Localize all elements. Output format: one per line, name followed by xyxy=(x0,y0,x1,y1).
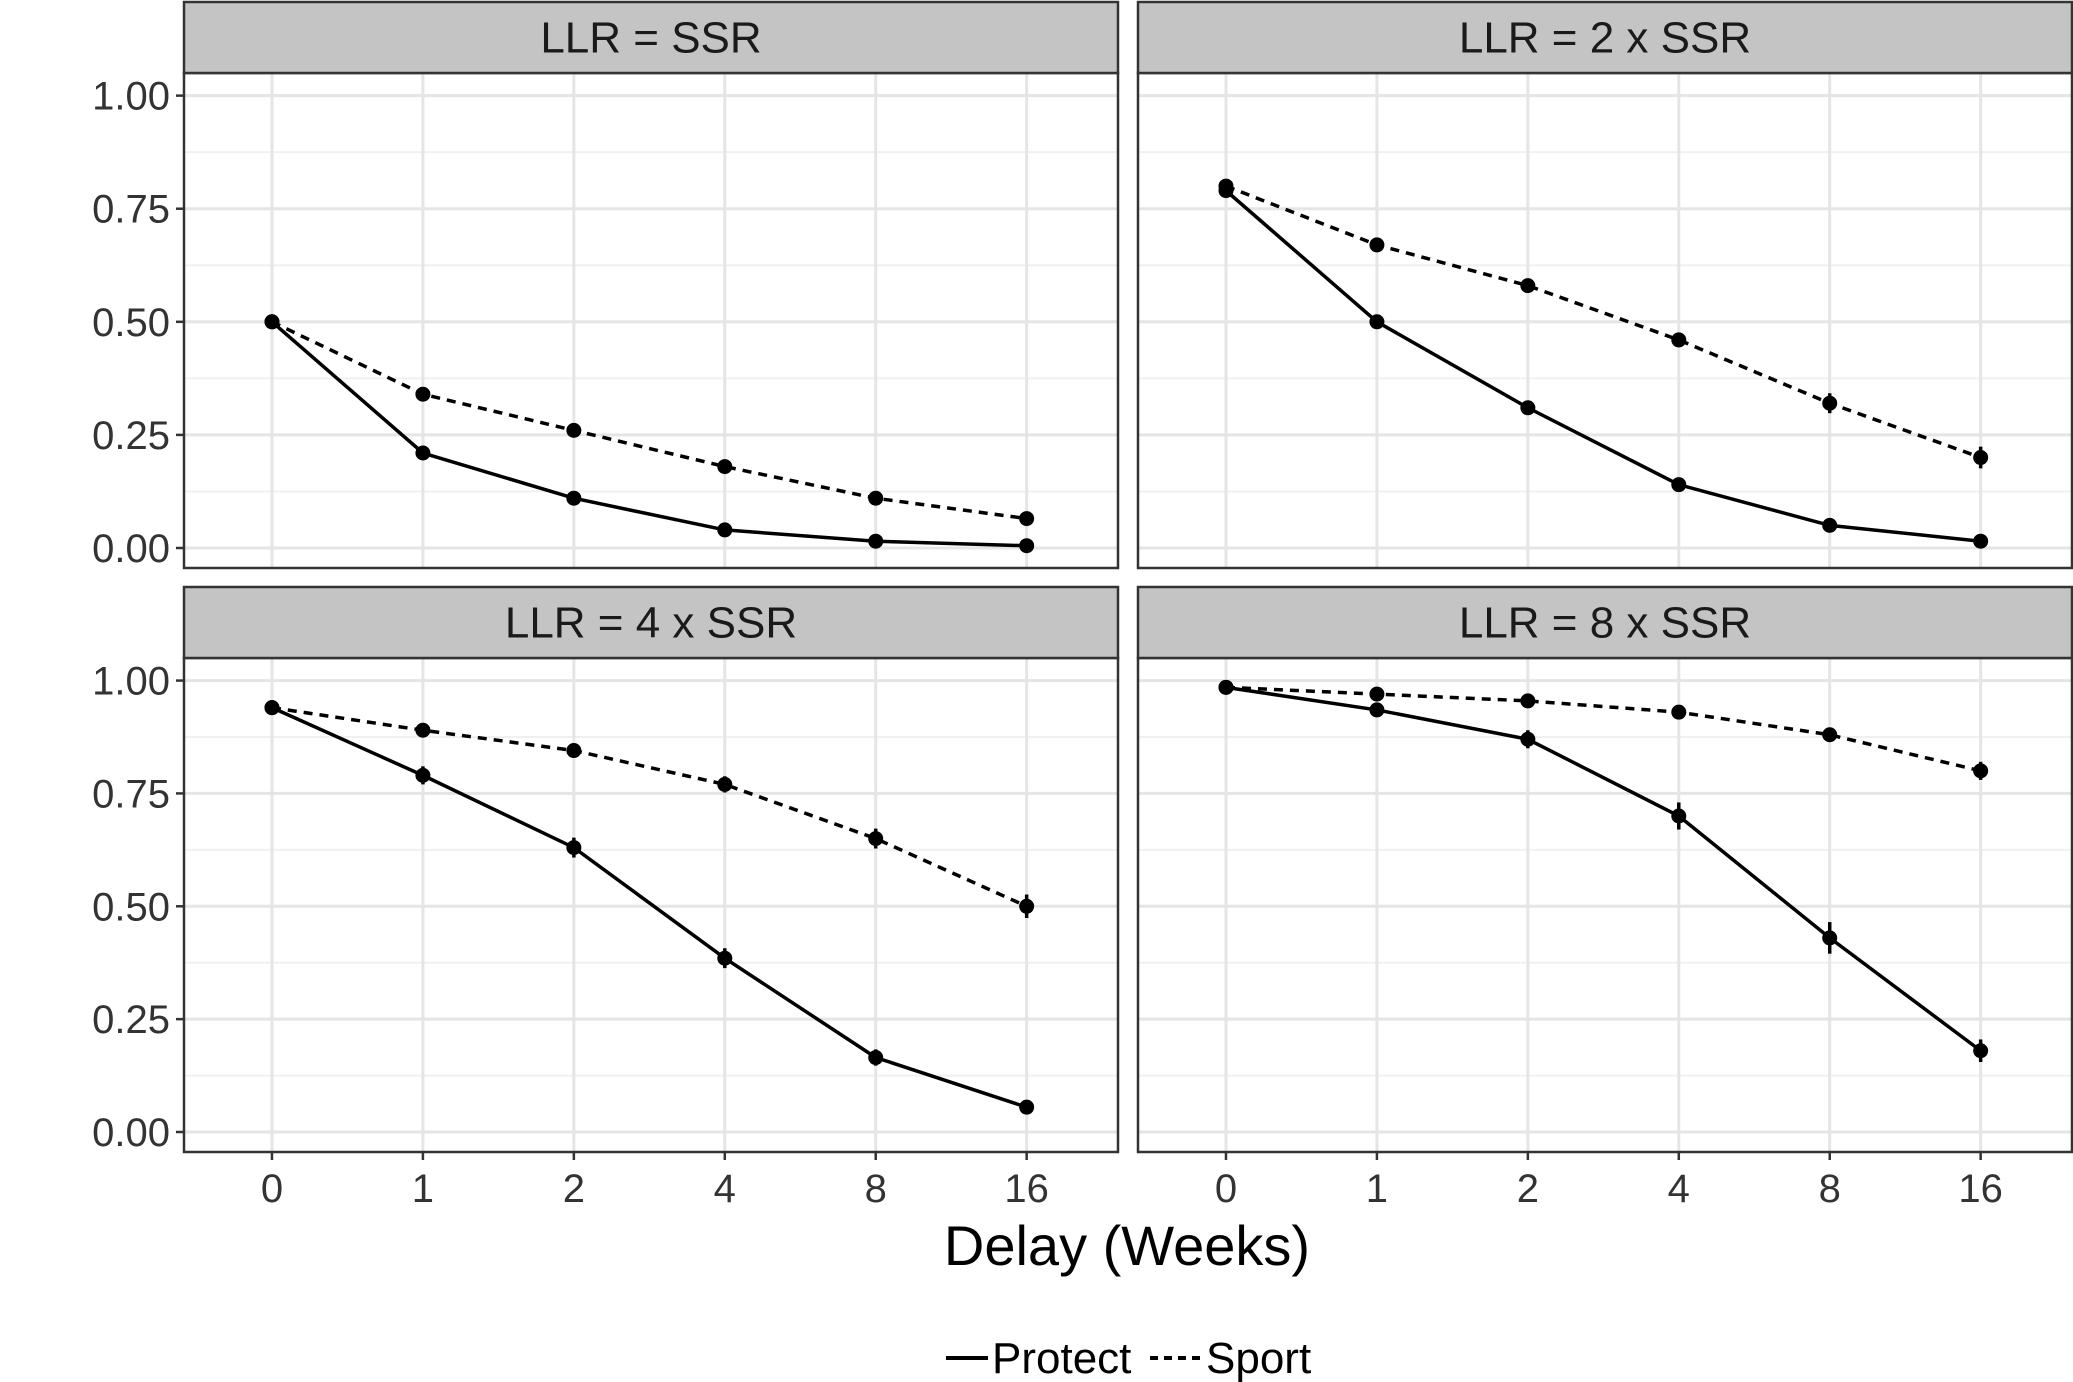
panel-4-series-sport-point xyxy=(1973,763,1989,779)
panel-2-series-protect-line xyxy=(1224,189,1981,543)
panel-3-series-sport-point xyxy=(1019,898,1035,914)
panel-3-series-sport-point xyxy=(868,831,884,847)
panel-4-x-tick-label: 8 xyxy=(1819,1167,1841,1211)
panel-1-series-sport-point xyxy=(1019,511,1035,527)
panel-4-x-tick-label: 16 xyxy=(1958,1167,2003,1211)
panel-1-series-protect-point xyxy=(415,445,431,461)
panel-4-x-tick-label: 0 xyxy=(1215,1167,1237,1211)
panel-1-series-protect-point xyxy=(1019,538,1035,554)
panel-1-series-sport-point xyxy=(415,386,431,402)
panel-3-series-sport-point xyxy=(717,776,733,792)
panel-3-y-tick-label: 0.50 xyxy=(92,885,170,929)
panel-1-series-protect-point xyxy=(868,533,884,549)
legend-label-sport: Sport xyxy=(1206,1334,1311,1382)
panel-4-series-protect-point xyxy=(1369,702,1385,718)
panel-3-y-tick-label: 0.25 xyxy=(92,998,170,1042)
panel-1-y-tick-label: 1.00 xyxy=(92,75,170,119)
panel-3-x-tick-label: 1 xyxy=(412,1167,434,1211)
panel-1: LLR = SSR 0.00 0.25 0.50 0.75 1.00 xyxy=(92,0,1120,571)
panel-4-x-tick-label: 1 xyxy=(1366,1167,1388,1211)
panel-2-series-sport-line xyxy=(1225,184,1982,460)
panel-1-series-sport-point xyxy=(868,490,884,506)
x-axis-layer: 0 1 2 4 8 16 0 1 2 4 8 16 xyxy=(261,1152,2003,1211)
panel-2: LLR = 2 x SSR xyxy=(1136,0,2073,570)
panel-3-x-tick-label: 0 xyxy=(261,1167,283,1211)
panel-2-series-protect-point xyxy=(1671,477,1687,493)
panel-1-y-tick-label: 0.75 xyxy=(92,188,170,232)
panel-3-series-protect-point xyxy=(566,840,582,856)
legend: Protect Sport xyxy=(946,1334,1311,1382)
panel-4-series-sport-line xyxy=(1225,685,1982,773)
x-axis-title: Delay (Weeks) xyxy=(944,1214,1310,1277)
panel-1-y-tick-label: 0.50 xyxy=(92,301,170,345)
panel-4-x-tick-label: 2 xyxy=(1517,1167,1539,1211)
panel-2-series-sport-point xyxy=(1369,237,1385,253)
panel-1-series-sport-point xyxy=(264,314,280,330)
panel-3-x-tick-label: 16 xyxy=(1004,1167,1049,1211)
panel-1-series-protect-point xyxy=(717,522,733,538)
panel-4: LLR = 8 x SSR xyxy=(1136,585,2073,1154)
panel-2-series-protect-point xyxy=(1369,314,1385,330)
panel-1-series-sport-point xyxy=(566,422,582,438)
panel-4-series-sport-point xyxy=(1822,727,1838,743)
panel-4-series-protect-point xyxy=(1822,930,1838,946)
panel-3-series-protect-line xyxy=(271,706,1028,1109)
panel-1-series-protect-point xyxy=(566,490,582,506)
panel-4-series-sport-point xyxy=(1520,693,1536,709)
panel-4-series-sport-point xyxy=(1671,704,1687,720)
panel-4-series-protect-line xyxy=(1225,685,1982,1053)
panel-2-title: LLR = 2 x SSR xyxy=(1459,14,1751,63)
panel-1-y-tick-label: 0.25 xyxy=(92,414,170,458)
panel-1-series-sport-point xyxy=(717,459,733,475)
panel-3: LLR = 4 x SSR 0.00 0.25 0.50 0.75 1.00 xyxy=(92,585,1120,1155)
panel-3-strip xyxy=(182,585,1120,660)
panel-3-y-tick-label: 0.75 xyxy=(92,772,170,816)
panel-4-series-protect-point xyxy=(1520,731,1536,747)
panel-3-series-sport-point xyxy=(566,743,582,759)
panel-2-series-sport-point xyxy=(1520,278,1536,294)
panel-3-x-tick-label: 2 xyxy=(563,1167,585,1211)
panel-3-y-tick-label: 1.00 xyxy=(92,660,170,704)
panel-3-series-protect-point xyxy=(1019,1099,1035,1115)
panel-4-series-protect-point xyxy=(1973,1043,1989,1059)
panel-1-y-tick-label: 0.00 xyxy=(92,527,170,571)
panel-4-title: LLR = 8 x SSR xyxy=(1459,599,1751,648)
panel-2-series-protect-point xyxy=(1520,400,1536,416)
panel-2-series-protect-point xyxy=(1822,517,1838,533)
panel-3-series-protect-point xyxy=(415,767,431,783)
panel-2-series-sport-point xyxy=(1822,395,1838,411)
panel-1-series-protect-line xyxy=(270,320,1027,548)
panel-3-x-tick-label: 4 xyxy=(714,1167,736,1211)
panel-4-series-sport-point xyxy=(1218,679,1234,695)
panel-3-title: LLR = 4 x SSR xyxy=(505,599,797,648)
legend-label-protect: Protect xyxy=(992,1334,1131,1382)
panel-1-series-sport-line xyxy=(271,320,1027,521)
panel-2-series-protect-point xyxy=(1973,533,1989,549)
panel-4-series-sport-point xyxy=(1369,686,1385,702)
panel-1-title: LLR = SSR xyxy=(540,14,761,63)
panel-3-y-tick-label: 0.00 xyxy=(92,1111,170,1155)
panel-2-series-sport-point xyxy=(1671,332,1687,348)
panel-3-series-protect-point xyxy=(868,1050,884,1066)
panel-2-series-sport-point xyxy=(1973,450,1989,466)
panel-1-strip xyxy=(182,0,1120,75)
panel-3-series-protect-point xyxy=(717,950,733,966)
panel-3-series-sport-point xyxy=(264,700,280,716)
panel-2-series-sport-point xyxy=(1218,178,1234,194)
panel-4-strip xyxy=(1136,585,2073,660)
panel-4-x-tick-label: 4 xyxy=(1668,1167,1690,1211)
panel-3-series-sport-line xyxy=(271,705,1028,908)
panel-3-x-tick-label: 8 xyxy=(865,1167,887,1211)
panel-2-strip xyxy=(1136,0,2073,75)
panel-4-series-protect-point xyxy=(1671,808,1687,824)
panel-3-series-sport-point xyxy=(415,722,431,738)
panels-layer: LLR = SSR 0.00 0.25 0.50 0.75 1.00 LLR = 2 x S… xyxy=(92,0,2073,1155)
